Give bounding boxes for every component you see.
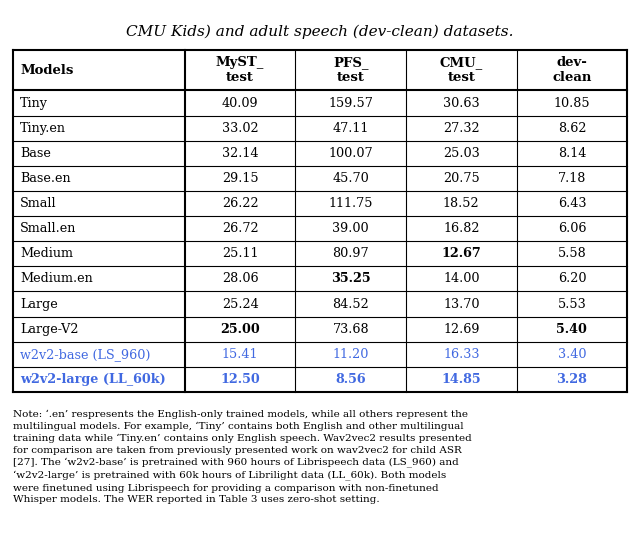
- Text: w2v2-large (LL_60k): w2v2-large (LL_60k): [20, 373, 166, 386]
- Text: 8.14: 8.14: [557, 147, 586, 160]
- Text: 12.67: 12.67: [442, 247, 481, 260]
- Text: 84.52: 84.52: [332, 298, 369, 311]
- Text: 25.24: 25.24: [221, 298, 259, 311]
- Text: w2v2-base (LS_960): w2v2-base (LS_960): [20, 348, 150, 361]
- Text: Large: Large: [20, 298, 58, 311]
- Text: Small: Small: [20, 197, 57, 210]
- Text: PFS_
test: PFS_ test: [333, 56, 369, 84]
- Text: 16.33: 16.33: [443, 348, 479, 361]
- Text: 39.00: 39.00: [332, 222, 369, 235]
- Text: 6.06: 6.06: [557, 222, 586, 235]
- Text: 40.09: 40.09: [222, 97, 259, 109]
- Text: 6.20: 6.20: [557, 273, 586, 285]
- Text: Models: Models: [20, 64, 74, 77]
- Text: 3.40: 3.40: [557, 348, 586, 361]
- Text: 12.69: 12.69: [443, 323, 479, 336]
- Text: 20.75: 20.75: [443, 172, 480, 185]
- Text: 27.32: 27.32: [443, 122, 479, 135]
- Text: 25.00: 25.00: [220, 323, 260, 336]
- Text: Tiny.en: Tiny.en: [20, 122, 66, 135]
- Text: 159.57: 159.57: [328, 97, 373, 109]
- Text: CMU Kids) and adult speech (dev-clean) datasets.: CMU Kids) and adult speech (dev-clean) d…: [126, 25, 514, 39]
- Text: 26.72: 26.72: [222, 222, 259, 235]
- Text: 11.20: 11.20: [333, 348, 369, 361]
- Text: 8.56: 8.56: [335, 373, 366, 386]
- Text: Medium.en: Medium.en: [20, 273, 93, 285]
- Text: 5.40: 5.40: [556, 323, 588, 336]
- Text: 35.25: 35.25: [331, 273, 371, 285]
- Text: 25.03: 25.03: [443, 147, 480, 160]
- Text: 18.52: 18.52: [443, 197, 479, 210]
- Text: 80.97: 80.97: [332, 247, 369, 260]
- Text: 30.63: 30.63: [443, 97, 479, 109]
- Text: 5.53: 5.53: [557, 298, 586, 311]
- Text: Tiny: Tiny: [20, 97, 48, 109]
- Text: 15.41: 15.41: [222, 348, 259, 361]
- Text: 12.50: 12.50: [220, 373, 260, 386]
- Text: 32.14: 32.14: [222, 147, 259, 160]
- Text: 47.11: 47.11: [333, 122, 369, 135]
- Text: 7.18: 7.18: [557, 172, 586, 185]
- Text: 33.02: 33.02: [222, 122, 259, 135]
- Text: 3.28: 3.28: [556, 373, 588, 386]
- Text: Small.en: Small.en: [20, 222, 77, 235]
- Text: Base: Base: [20, 147, 51, 160]
- Text: Base.en: Base.en: [20, 172, 71, 185]
- Text: Note: ‘.en’ respresents the English-only trained models, while all others repres: Note: ‘.en’ respresents the English-only…: [13, 409, 472, 504]
- Text: 14.00: 14.00: [443, 273, 479, 285]
- Text: 10.85: 10.85: [554, 97, 590, 109]
- Text: MyST_
test: MyST_ test: [216, 56, 264, 84]
- Text: 100.07: 100.07: [328, 147, 373, 160]
- Text: CMU_
test: CMU_ test: [440, 56, 483, 84]
- Text: 5.58: 5.58: [557, 247, 586, 260]
- Text: 8.62: 8.62: [557, 122, 586, 135]
- Text: 73.68: 73.68: [332, 323, 369, 336]
- Text: 28.06: 28.06: [222, 273, 259, 285]
- Text: 111.75: 111.75: [328, 197, 373, 210]
- Text: 13.70: 13.70: [443, 298, 479, 311]
- Text: 16.82: 16.82: [443, 222, 479, 235]
- Text: 26.22: 26.22: [222, 197, 259, 210]
- Text: 6.43: 6.43: [557, 197, 586, 210]
- Text: 45.70: 45.70: [332, 172, 369, 185]
- Text: dev-
clean: dev- clean: [552, 56, 591, 84]
- Text: Large-V2: Large-V2: [20, 323, 79, 336]
- Text: 25.11: 25.11: [222, 247, 259, 260]
- Text: 14.85: 14.85: [442, 373, 481, 386]
- Text: 29.15: 29.15: [222, 172, 259, 185]
- Text: Medium: Medium: [20, 247, 73, 260]
